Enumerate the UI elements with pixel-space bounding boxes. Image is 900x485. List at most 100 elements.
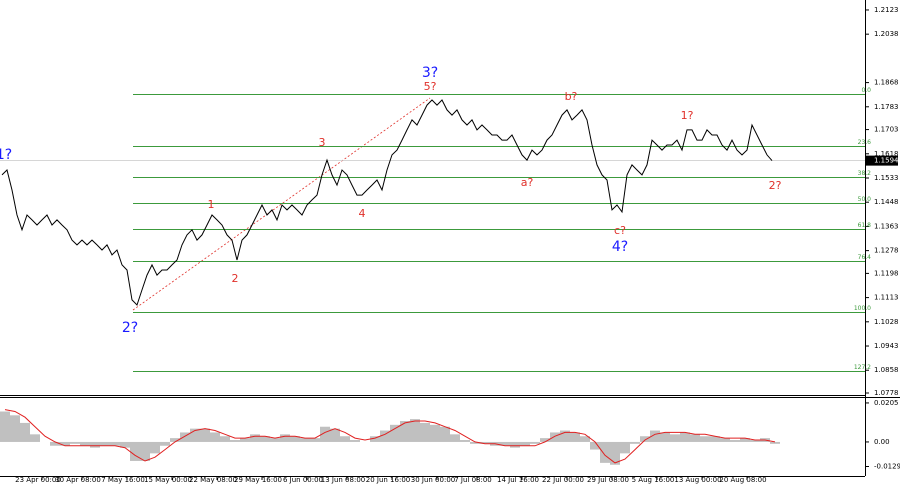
- x-tick-label: 22 May 08:00: [189, 476, 237, 484]
- x-tick-label: 22 Jul 00:00: [542, 476, 584, 484]
- fib-label: 50.0: [858, 196, 872, 203]
- y-tick-label: 0.0205: [874, 399, 899, 407]
- fib-label: 100.0: [854, 305, 871, 312]
- wave-label: 2?: [769, 179, 782, 192]
- wave-label: b?: [565, 90, 578, 103]
- y-tick-label: 1.1363: [874, 222, 899, 230]
- x-tick-label: 13 Jun 08:00: [321, 476, 365, 484]
- fib-label: 61.8: [858, 222, 872, 229]
- wave-label: c?: [614, 224, 626, 237]
- y-tick-label: 1.1113: [874, 294, 899, 302]
- histogram-bar: [680, 432, 690, 442]
- fib-label: 0.0: [861, 87, 871, 94]
- histogram-bar: [580, 436, 590, 442]
- y-tick-label: 1.1198: [874, 269, 899, 277]
- histogram-bar: [530, 441, 540, 444]
- histogram-bar: [320, 426, 330, 442]
- histogram-bar: [70, 441, 80, 444]
- histogram-bar: [260, 436, 270, 442]
- wave-label: 3?: [422, 65, 438, 81]
- x-tick-label: 29 Jul 08:00: [587, 476, 629, 484]
- y-tick-label: 1.0943: [874, 342, 899, 350]
- histogram-bar: [20, 422, 30, 442]
- histogram-bar: [470, 441, 480, 444]
- histogram-bar: [250, 434, 260, 442]
- histogram-bar: [310, 438, 320, 442]
- histogram-bar: [520, 441, 530, 446]
- last-price-box: [866, 155, 898, 166]
- histogram-bar: [450, 434, 460, 442]
- y-tick-label: 1.2123: [874, 6, 899, 14]
- x-tick-label: 23 Apr 00:00: [15, 476, 61, 484]
- y-tick-label: 1.1618: [874, 150, 899, 158]
- x-tick-label: 6 Jun 00:00: [283, 476, 323, 484]
- x-tick-label: 15 May 00:00: [144, 476, 192, 484]
- fib-label: 76.4: [858, 254, 872, 261]
- histogram-bar: [280, 434, 290, 442]
- y-tick-label: 1.1533: [874, 174, 899, 182]
- histogram-bar: [540, 438, 550, 442]
- fib-label: 38.2: [858, 170, 872, 177]
- x-tick-label: 7 May 16:00: [101, 476, 145, 484]
- signal-line: [4, 409, 776, 464]
- y-tick-label: 1.1448: [874, 198, 899, 206]
- histogram-bar: [110, 441, 120, 446]
- histogram-bar: [100, 441, 110, 446]
- x-tick-label: 14 Jul 16:00: [497, 476, 539, 484]
- histogram-bar: [50, 441, 60, 446]
- wave-label: 5?: [424, 80, 437, 93]
- histogram-bar: [440, 426, 450, 442]
- wave-label: 1?: [681, 109, 694, 122]
- histogram-bar: [30, 434, 40, 442]
- histogram-bar: [370, 436, 380, 442]
- histogram-bar: [610, 441, 620, 465]
- wave-label: 2: [232, 272, 239, 285]
- histogram-bar: [670, 434, 680, 442]
- histogram-bar: [170, 438, 180, 442]
- histogram-bar: [750, 440, 760, 442]
- histogram-bar: [160, 441, 170, 446]
- histogram-bar: [270, 438, 280, 442]
- histogram-bar: [730, 440, 740, 442]
- histogram-bar: [740, 438, 750, 442]
- histogram-bar: [350, 440, 360, 442]
- histogram-bar: [630, 441, 640, 444]
- x-tick-label: 20 Jun 16:00: [366, 476, 410, 484]
- price-line: [1, 99, 773, 306]
- histogram-bar: [180, 432, 190, 442]
- wave-trendline: [132, 97, 431, 311]
- histogram-bar: [660, 432, 670, 442]
- histogram-bar: [640, 436, 650, 442]
- histogram-bar: [300, 438, 310, 442]
- histogram-bar: [120, 441, 130, 448]
- histogram-bar: [190, 428, 200, 442]
- x-tick-label: 5 Aug 16:00: [632, 476, 675, 484]
- histogram-bar: [500, 441, 510, 446]
- histogram-bar: [390, 424, 400, 442]
- wave-label: a?: [521, 176, 534, 189]
- y-tick-label: 1.2038: [874, 30, 899, 38]
- wave-label: 1?: [0, 147, 12, 163]
- histogram-bar: [560, 430, 570, 442]
- histogram-bar: [330, 428, 340, 442]
- histogram-bar: [220, 436, 230, 442]
- x-tick-label: 7 Jul 08:00: [454, 476, 492, 484]
- histogram-bar: [620, 441, 630, 454]
- fib-label: 23.6: [858, 139, 872, 146]
- histogram-bar: [510, 441, 520, 448]
- histogram-bar: [230, 440, 240, 442]
- x-tick-label: 30 Apr 08:00: [55, 476, 101, 484]
- y-tick-label: 0.00: [874, 438, 890, 446]
- histogram-bar: [550, 432, 560, 442]
- histogram-bar: [460, 440, 470, 442]
- histogram-bar: [480, 441, 490, 444]
- histogram-bar: [80, 441, 90, 446]
- x-tick-label: 30 Jun 00:00: [411, 476, 455, 484]
- histogram-bar: [590, 441, 600, 450]
- histogram-bar: [340, 436, 350, 442]
- histogram-bar: [720, 438, 730, 442]
- y-tick-label: 1.0858: [874, 366, 899, 374]
- histogram-bar: [700, 436, 710, 442]
